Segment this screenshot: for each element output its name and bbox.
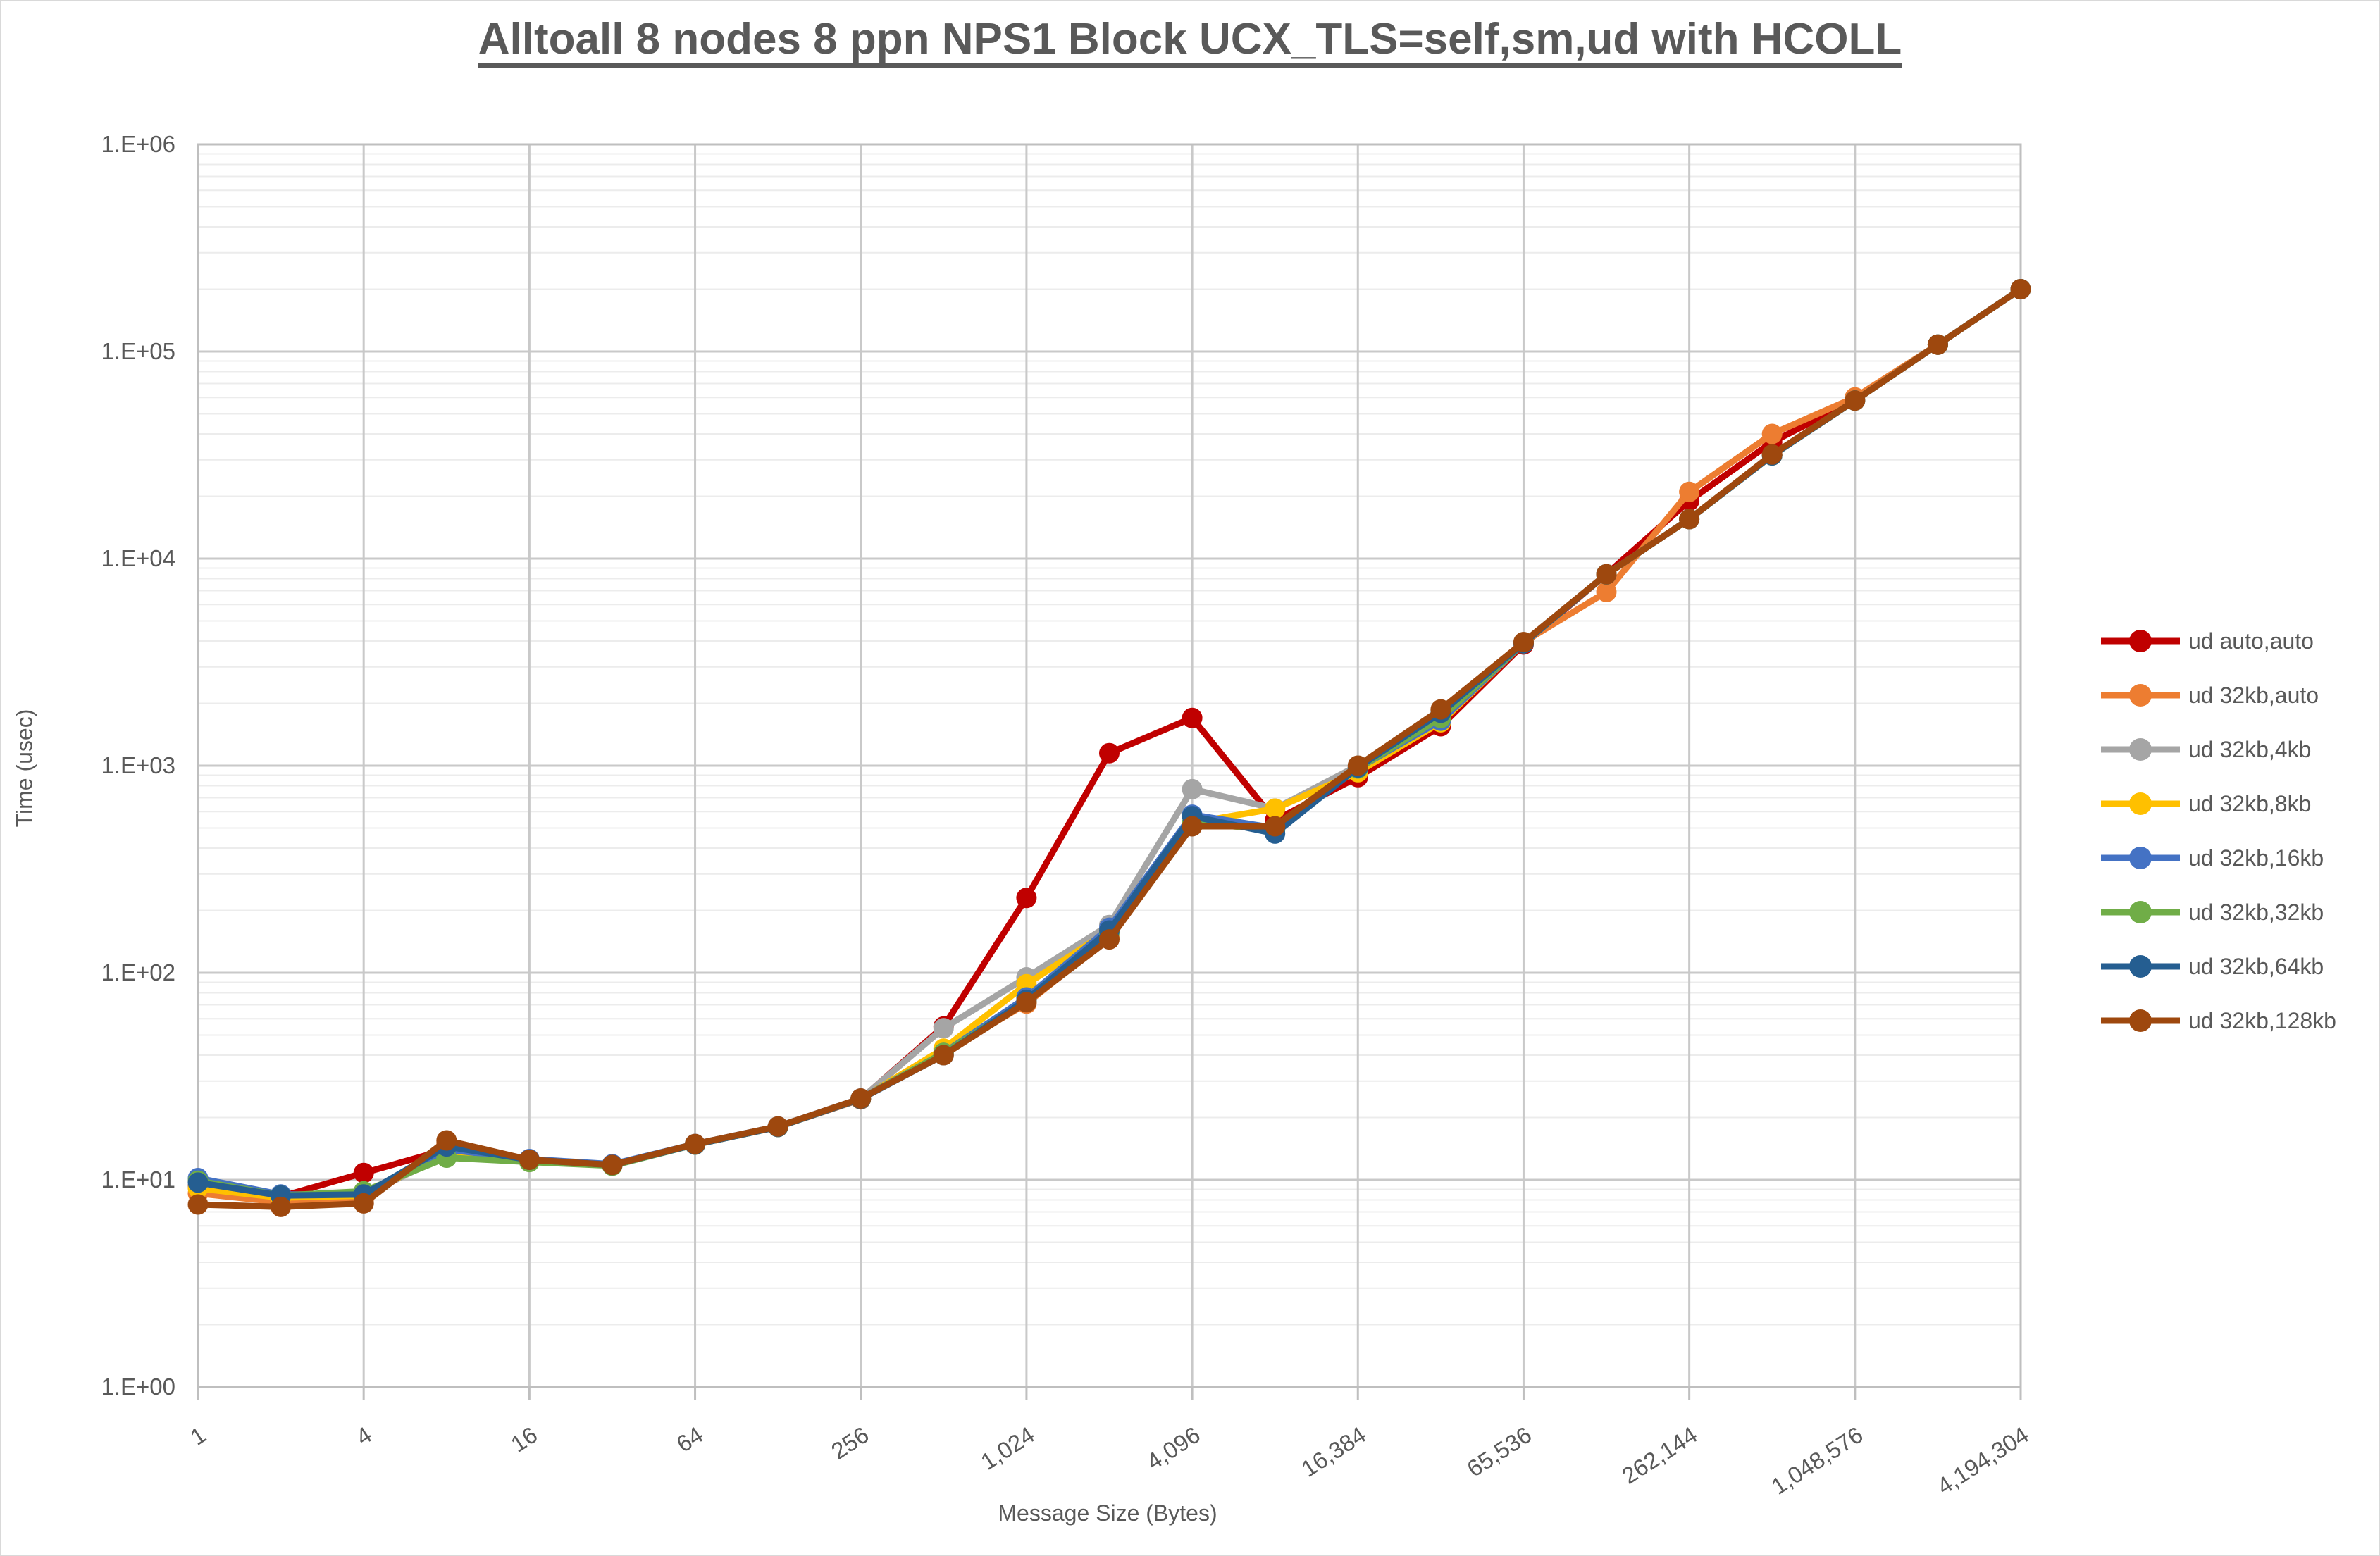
series-point-ud-32kb-128kb bbox=[1430, 699, 1451, 720]
x-tick-label: 4,096 bbox=[1141, 1421, 1204, 1475]
chart-title: Alltoall 8 nodes 8 ppn NPS1 Block UCX_TL… bbox=[478, 15, 1902, 63]
series-point-ud-32kb-128kb bbox=[1513, 632, 1534, 653]
series-point-ud-32kb-128kb bbox=[1845, 390, 1866, 411]
y-tick-label: 1.E+03 bbox=[101, 752, 175, 778]
x-tick-label: 64 bbox=[671, 1421, 707, 1457]
series-line-ud-32kb-4kb bbox=[194, 286, 2024, 1200]
legend-label: ud 32kb,auto bbox=[2188, 683, 2319, 708]
y-tick-label: 1.E+00 bbox=[101, 1374, 175, 1400]
x-tick-label: 65,536 bbox=[1462, 1421, 1536, 1482]
series-point-ud-32kb-128kb bbox=[933, 1045, 954, 1066]
y-tick-label: 1.E+06 bbox=[101, 131, 175, 157]
series-point-ud-32kb-128kb bbox=[602, 1154, 623, 1176]
series-line-ud-32kb-32kb bbox=[194, 286, 2024, 1199]
legend-label: ud 32kb,16kb bbox=[2188, 845, 2324, 871]
y-tick-label: 1.E+04 bbox=[101, 545, 175, 571]
series-point-ud-32kb-4kb bbox=[933, 1018, 954, 1039]
legend-marker-dot-icon bbox=[2129, 630, 2152, 652]
legend-item-ud-32kb-128kb: ud 32kb,128kb bbox=[2101, 1008, 2336, 1033]
legend-item-ud-32kb-4kb: ud 32kb,4kb bbox=[2101, 737, 2311, 762]
legend-marker-dot-icon bbox=[2129, 738, 2152, 761]
legend-label: ud 32kb,128kb bbox=[2188, 1008, 2336, 1033]
series-point-ud-32kb-auto bbox=[1596, 581, 1617, 602]
series-point-ud-32kb-4kb bbox=[1182, 778, 1203, 799]
legend-label: ud auto,auto bbox=[2188, 628, 2314, 654]
legend-marker-dot-icon bbox=[2129, 901, 2152, 923]
legend-label: ud 32kb,4kb bbox=[2188, 737, 2311, 762]
series-point-ud-32kb-128kb bbox=[850, 1088, 872, 1109]
series-point-ud-auto-auto bbox=[1182, 707, 1203, 728]
legend-label: ud 32kb,8kb bbox=[2188, 791, 2311, 816]
series-point-ud-32kb-128kb bbox=[767, 1116, 788, 1137]
x-tick-label: 1 bbox=[185, 1421, 211, 1450]
series-point-ud-32kb-128kb bbox=[436, 1130, 457, 1151]
series-point-ud-32kb-128kb bbox=[353, 1193, 374, 1214]
series-point-ud-32kb-128kb bbox=[685, 1133, 705, 1154]
legend-marker-dot-icon bbox=[2129, 1009, 2152, 1032]
legend-item-ud-auto-auto: ud auto,auto bbox=[2101, 628, 2314, 654]
series-line-ud-32kb-64kb bbox=[194, 286, 2024, 1199]
legend-marker-dot-icon bbox=[2129, 792, 2152, 815]
series-point-ud-32kb-8kb bbox=[1265, 798, 1286, 819]
series-point-ud-32kb-128kb bbox=[1265, 816, 1286, 837]
x-axis-title: Message Size (Bytes) bbox=[998, 1500, 1217, 1526]
series-line-ud-auto-auto bbox=[194, 286, 2024, 1200]
legend-item-ud-32kb-8kb: ud 32kb,8kb bbox=[2101, 791, 2311, 816]
y-tick-label: 1.E+05 bbox=[101, 338, 175, 364]
legend-item-ud-32kb-64kb: ud 32kb,64kb bbox=[2101, 954, 2324, 979]
x-tick-label: 16,384 bbox=[1296, 1421, 1370, 1482]
legend-marker-dot-icon bbox=[2129, 847, 2152, 869]
series-point-ud-32kb-128kb bbox=[1679, 509, 1700, 530]
legend-item-ud-32kb-32kb: ud 32kb,32kb bbox=[2101, 900, 2324, 925]
x-tick-label: 1,048,576 bbox=[1766, 1421, 1867, 1500]
series-point-ud-32kb-128kb bbox=[519, 1150, 540, 1170]
y-tick-label: 1.E+01 bbox=[101, 1166, 175, 1193]
series-point-ud-auto-auto bbox=[1016, 888, 1037, 909]
series-point-ud-32kb-128kb bbox=[1099, 929, 1120, 950]
series-point-ud-32kb-128kb bbox=[1347, 755, 1368, 776]
x-tick-label: 1,024 bbox=[976, 1421, 1039, 1475]
legend-item-ud-32kb-auto: ud 32kb,auto bbox=[2101, 683, 2319, 708]
legend-label: ud 32kb,32kb bbox=[2188, 900, 2324, 925]
series-point-ud-32kb-128kb bbox=[271, 1196, 292, 1217]
series-point-ud-32kb-128kb bbox=[1761, 444, 1783, 465]
plot-area-border bbox=[197, 143, 2022, 1388]
series-point-ud-32kb-128kb bbox=[1927, 334, 1948, 355]
series-point-ud-32kb-128kb bbox=[1596, 564, 1617, 585]
series-point-ud-32kb-128kb bbox=[187, 1194, 209, 1215]
series-point-ud-32kb-auto bbox=[1761, 423, 1783, 444]
series-point-ud-auto-auto bbox=[1099, 742, 1120, 764]
series-point-ud-32kb-128kb bbox=[1016, 992, 1037, 1013]
x-tick-label: 262,144 bbox=[1617, 1421, 1702, 1489]
series-point-ud-32kb-128kb bbox=[2010, 279, 2031, 299]
x-tick-label: 16 bbox=[506, 1421, 542, 1457]
series-point-ud-32kb-64kb bbox=[187, 1172, 209, 1193]
y-tick-label: 1.E+02 bbox=[101, 959, 175, 985]
x-tick-label: 4,194,304 bbox=[1933, 1421, 2033, 1500]
legend-label: ud 32kb,64kb bbox=[2188, 954, 2324, 979]
series-point-ud-32kb-auto bbox=[1679, 481, 1700, 502]
legend-marker-dot-icon bbox=[2129, 684, 2152, 707]
series-line-ud-32kb-16kb bbox=[194, 286, 2024, 1198]
legend-item-ud-32kb-16kb: ud 32kb,16kb bbox=[2101, 845, 2324, 871]
series-point-ud-32kb-128kb bbox=[1182, 816, 1203, 837]
x-tick-label: 4 bbox=[351, 1421, 376, 1450]
legend-marker-dot-icon bbox=[2129, 955, 2152, 978]
series-point-ud-auto-auto bbox=[353, 1162, 374, 1183]
x-tick-label: 256 bbox=[826, 1421, 873, 1464]
